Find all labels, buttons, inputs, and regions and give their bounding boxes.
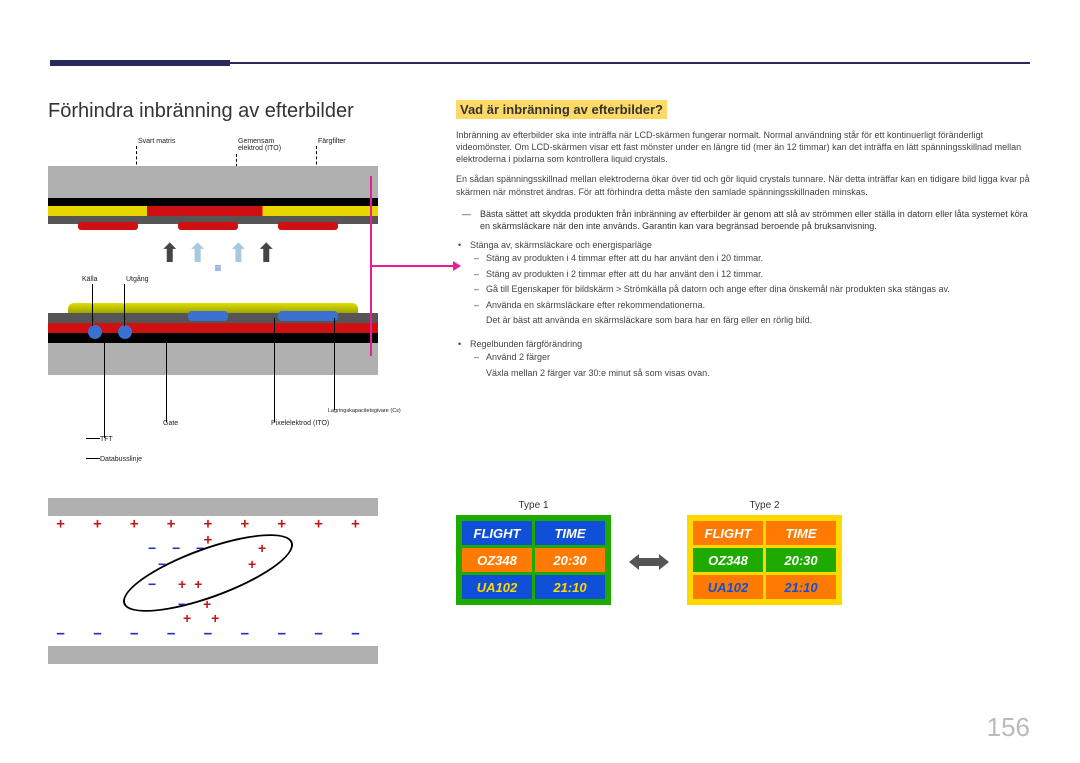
lc-arrows: ⬆ ⬆ ≡ ⬆ ⬆ xyxy=(168,238,268,298)
dash-item: Stäng av produkten i 4 timmar efter att … xyxy=(486,252,1031,266)
ft1-row1-flight: OZ348 xyxy=(462,548,532,572)
bottom-layers xyxy=(48,303,378,343)
flight-table-2: FLIGHT TIME OZ348 20:30 UA102 21:10 xyxy=(687,515,842,605)
cross-section-diagram: Svart matris Gemensam elektrod (ITO) Fär… xyxy=(48,138,408,708)
pink-callout-arrow xyxy=(370,265,460,267)
label-lagring: Lagringskapacitetsgivare (Cs) xyxy=(328,408,401,414)
dash-item: Stäng av produkten i 2 timmar efter att … xyxy=(486,268,1031,282)
header-rule xyxy=(50,62,1030,64)
label-kalla: Källa xyxy=(82,276,98,283)
ft2-header-flight: FLIGHT xyxy=(693,521,763,545)
page-number: 156 xyxy=(987,712,1030,743)
type1-label: Type 1 xyxy=(456,500,611,511)
paragraph-1: Inbränning av efterbilder ska inte inträ… xyxy=(456,129,1031,165)
type1-block: Type 1 FLIGHT TIME OZ348 20:30 UA102 21:… xyxy=(456,500,611,605)
ft1-row2-time: 21:10 xyxy=(535,575,605,599)
dash-item: Använda en skärmsläckare efter rekommend… xyxy=(486,299,1031,328)
section-heading: Vad är inbränning av efterbilder? xyxy=(456,100,667,119)
label-fargfilter: Färgfilter xyxy=(318,138,346,145)
type2-block: Type 2 FLIGHT TIME OZ348 20:30 UA102 21:… xyxy=(687,500,842,605)
swap-arrow-icon xyxy=(629,551,669,573)
ft2-row1-time: 20:30 xyxy=(766,548,836,572)
ft1-header-time: TIME xyxy=(535,521,605,545)
ft1-row2-flight: UA102 xyxy=(462,575,532,599)
bullet-item: Stänga av, skärmsläckare och energisparl… xyxy=(470,239,1031,328)
left-column: Förhindra inbränning av efterbilder Svar… xyxy=(48,100,438,708)
label-tft: TFT xyxy=(100,436,113,443)
dash-item: Använd 2 färger Växla mellan 2 färger va… xyxy=(486,351,1031,380)
main-bullet-list: Stänga av, skärmsläckare och energisparl… xyxy=(470,239,1031,381)
sub-note: Det är bäst att använda en skärmsläckare… xyxy=(486,314,1031,328)
label-utgang: Utgång xyxy=(126,276,149,283)
dash-item: Gå till Egenskaper för bildskärm > Ström… xyxy=(486,283,1031,297)
sub-note: Växla mellan 2 färger var 30:e minut så … xyxy=(486,367,1031,381)
ft1-header-flight: FLIGHT xyxy=(462,521,532,545)
top-layers xyxy=(48,198,378,228)
ft2-row1-flight: OZ348 xyxy=(693,548,763,572)
flight-tables-wrap: Type 1 FLIGHT TIME OZ348 20:30 UA102 21:… xyxy=(456,500,956,605)
note-paragraph: Bästa sättet att skydda produkten från i… xyxy=(480,208,1031,233)
ft1-row1-time: 20:30 xyxy=(535,548,605,572)
paragraph-2: En sådan spänningsskillnad mellan elektr… xyxy=(456,173,1031,197)
right-column: Vad är inbränning av efterbilder? Inbrän… xyxy=(456,100,1031,382)
ft2-header-time: TIME xyxy=(766,521,836,545)
ft2-row2-time: 21:10 xyxy=(766,575,836,599)
ft2-row2-flight: UA102 xyxy=(693,575,763,599)
label-pixelelektrod: Pixelelektrod (ITO) xyxy=(271,420,329,427)
flight-table-1: FLIGHT TIME OZ348 20:30 UA102 21:10 xyxy=(456,515,611,605)
label-gemensam-elektrod: Gemensam elektrod (ITO) xyxy=(238,138,288,152)
label-databusslinje: Databusslinje xyxy=(100,456,142,463)
charge-diagram: + + + + + + + + + + − − − + − + − + + − … xyxy=(48,498,378,698)
type2-label: Type 2 xyxy=(687,500,842,511)
label-svart-matris: Svart matris xyxy=(138,138,175,145)
bullet-item: Regelbunden färgförändring Använd 2 färg… xyxy=(470,338,1031,381)
page-title: Förhindra inbränning av efterbilder xyxy=(48,100,438,123)
